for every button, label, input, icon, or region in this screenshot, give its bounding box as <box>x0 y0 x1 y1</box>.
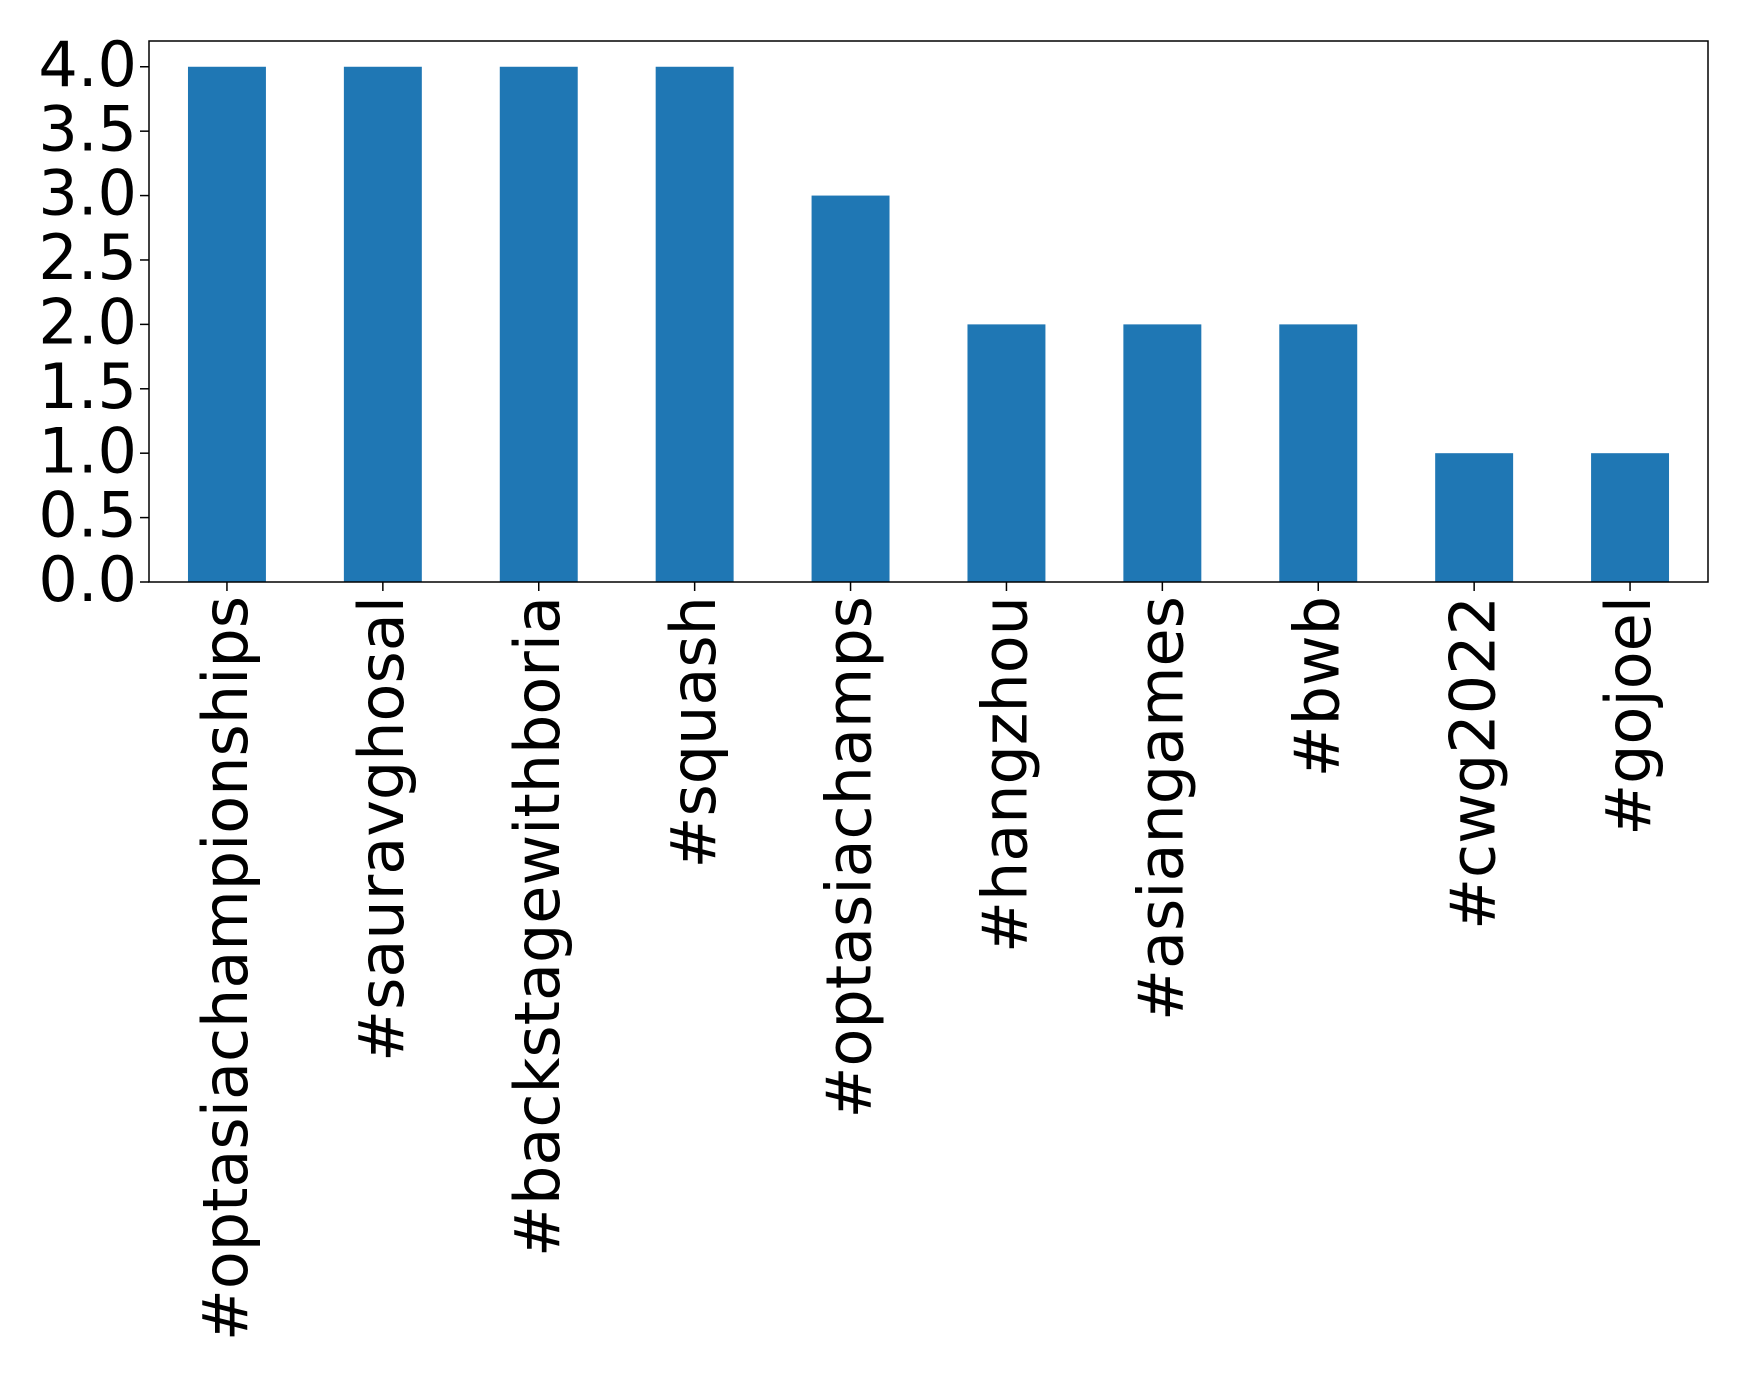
x-tick-label: #asiangames <box>1125 596 1198 1021</box>
bar <box>1279 324 1358 582</box>
bar <box>655 66 734 582</box>
y-tick-label: 1.5 <box>38 350 137 423</box>
bar <box>499 66 578 582</box>
y-tick-label: 3.5 <box>38 92 137 165</box>
x-tick-label: #cwg2022 <box>1436 596 1509 930</box>
y-tick-label: 2.5 <box>38 221 137 294</box>
y-tick-label: 2.0 <box>38 285 137 358</box>
x-tick-label: #backstagewithboria <box>501 596 574 1257</box>
x-tick-label: #optasiachampionships <box>189 596 262 1341</box>
bar <box>187 66 266 582</box>
bar <box>1123 324 1202 582</box>
y-tick-label: 1.0 <box>38 414 137 487</box>
x-tick-label: #optasiachamps <box>813 596 886 1118</box>
bar <box>1435 453 1514 582</box>
plot-frame <box>148 40 1709 583</box>
y-tick-label: 0.5 <box>38 479 137 552</box>
x-tick-label: #squash <box>657 596 730 869</box>
bar <box>1591 453 1670 582</box>
y-tick-label: 4.0 <box>38 28 137 101</box>
x-tick-label: #sauravghosal <box>345 596 418 1062</box>
x-tick-label: #gojoel <box>1592 596 1665 836</box>
x-tick-label: #hangzhou <box>969 596 1042 953</box>
bar <box>967 324 1046 582</box>
bar <box>811 195 890 583</box>
x-tick-label: #bwb <box>1280 596 1353 777</box>
bar <box>343 66 422 582</box>
y-tick-label: 0.0 <box>38 543 137 616</box>
y-tick-label: 3.0 <box>38 157 137 230</box>
